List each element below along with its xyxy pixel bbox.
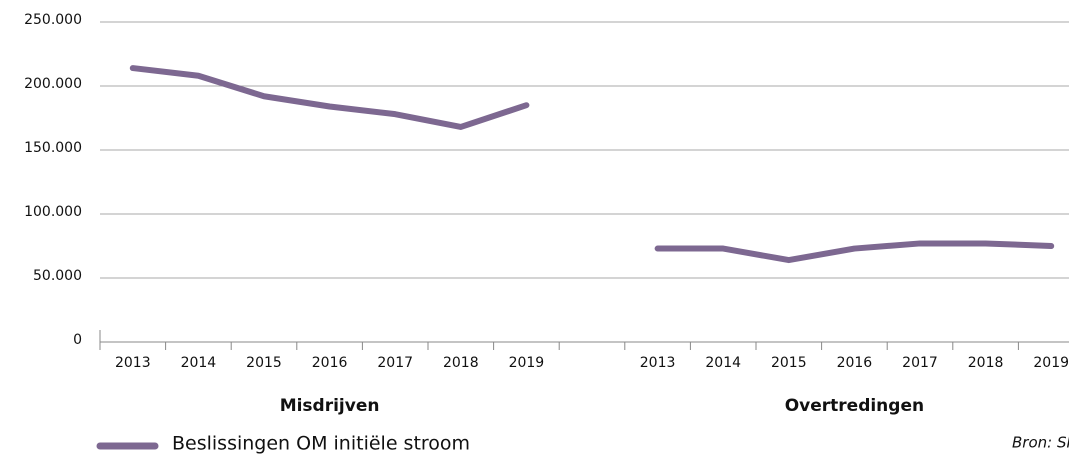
y-tick-label: 250.000 — [24, 12, 82, 28]
y-tick-label: 150.000 — [24, 140, 82, 156]
x-tick-label: 2017 — [377, 355, 413, 371]
x-tick-label: 2014 — [181, 355, 217, 371]
x-tick-label: 2016 — [312, 355, 348, 371]
x-tick-label: 2018 — [443, 355, 479, 371]
y-tick-label: 100.000 — [24, 204, 82, 220]
series-line — [654, 240, 1055, 264]
x-tick-label: 2014 — [705, 355, 741, 371]
x-tick-label: 2018 — [968, 355, 1004, 371]
x-tick-label: 2013 — [640, 355, 676, 371]
group-label: Overtredingen — [785, 396, 924, 416]
y-tick-label: 0 — [73, 332, 82, 348]
y-tick-label: 50.000 — [33, 268, 82, 284]
legend-label: Beslissingen OM initiële stroom — [172, 433, 470, 455]
x-tick-label: 2015 — [246, 355, 282, 371]
x-tick-label: 2017 — [902, 355, 938, 371]
group-label: Misdrijven — [280, 396, 380, 416]
x-tick-label: 2019 — [509, 355, 545, 371]
y-tick-label: 200.000 — [24, 76, 82, 92]
source: Bron: SK — [1012, 434, 1069, 452]
x-tick-label: 2015 — [771, 355, 807, 371]
x-tick-label: 2013 — [115, 355, 151, 371]
x-tick-label: 2016 — [837, 355, 873, 371]
x-tick-label: 2019 — [1033, 355, 1069, 371]
series-line — [129, 65, 530, 130]
